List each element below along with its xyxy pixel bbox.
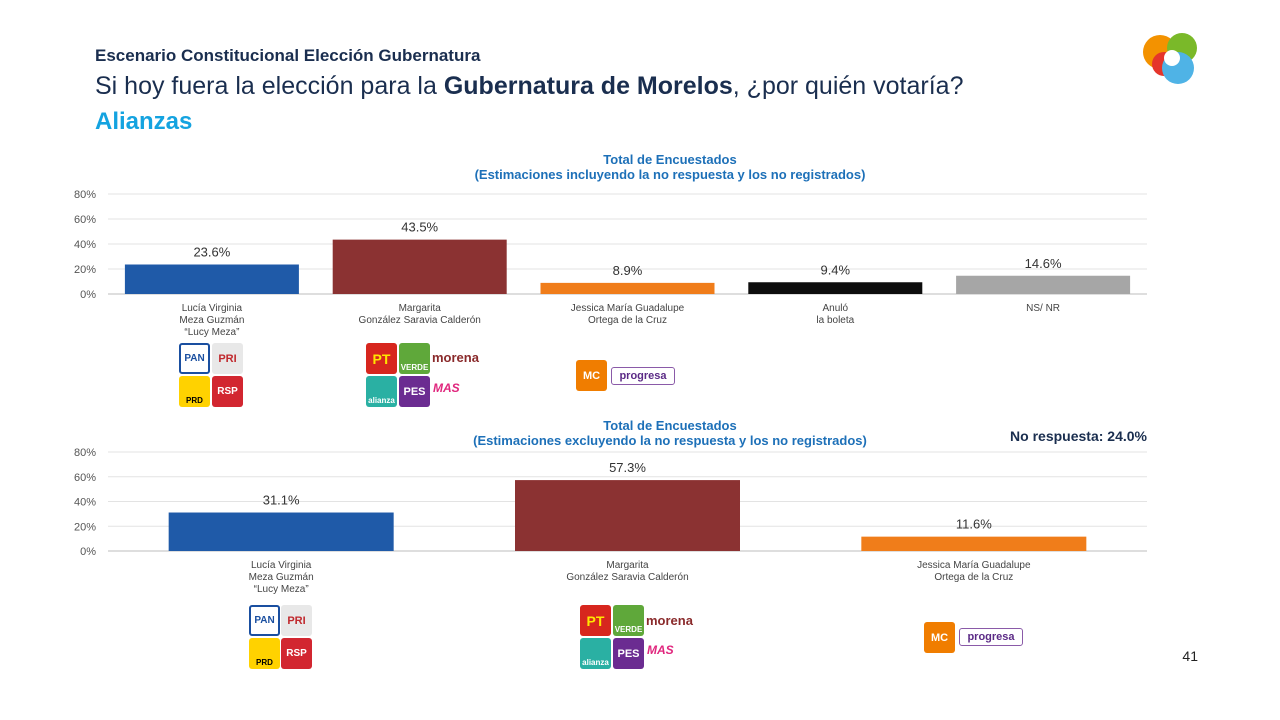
mas-logo-icon: MAS — [433, 381, 460, 395]
question-pre: Si hoy fuera la elección para la — [95, 72, 444, 100]
mc-logo-icon: MC — [576, 360, 607, 391]
bar — [540, 282, 715, 294]
page-number: 41 — [1182, 648, 1198, 664]
bar — [124, 264, 299, 294]
bar — [332, 239, 507, 294]
progresa-logo-icon: progresa — [611, 367, 675, 385]
category-label: González Saravia Calderón — [359, 315, 481, 326]
mc-logo-icon: MC — [924, 622, 955, 653]
y-tick-label: 60% — [74, 214, 96, 226]
data-label: 9.4% — [820, 262, 850, 277]
survey-question: Si hoy fuera la elección para la Guberna… — [95, 72, 963, 101]
category-label: Margarita — [606, 560, 649, 571]
pt-logo-icon: PT — [580, 605, 611, 636]
chart1-title-line1: Total de Encuestados — [603, 152, 737, 167]
bar — [861, 536, 1087, 551]
chart1-title: Total de Encuestados (Estimaciones inclu… — [330, 152, 1010, 182]
bar — [748, 282, 923, 294]
category-label: Lucía Virginia — [251, 560, 312, 571]
pri-logo-icon: PRI — [212, 343, 243, 374]
pri-logo-icon: PRI — [281, 605, 312, 636]
alianza-logo-icon: alianza — [580, 638, 611, 669]
verde-logo-icon: VERDE — [399, 343, 430, 374]
pes-logo-icon: PES — [613, 638, 644, 669]
y-tick-label: 80% — [74, 447, 96, 459]
category-label: Jessica María Guadalupe — [571, 303, 685, 314]
verde-logo-icon: VERDE — [613, 605, 644, 636]
data-label: 11.6% — [956, 517, 992, 532]
y-tick-label: 40% — [74, 497, 96, 509]
data-label: 43.5% — [401, 220, 438, 235]
chart2-title-line2: (Estimaciones excluyendo la no respuesta… — [473, 433, 867, 448]
y-tick-label: 80% — [74, 189, 96, 201]
category-label: Meza Guzmán — [249, 572, 314, 583]
category-label: NS/ NR — [1026, 303, 1060, 314]
morena-logo-icon: morena — [646, 613, 693, 628]
report-subtitle: Escenario Constitucional Elección Gubern… — [95, 46, 481, 65]
category-label: Ortega de la Cruz — [934, 572, 1013, 583]
data-label: 14.6% — [1025, 256, 1062, 271]
bar — [515, 480, 740, 551]
rsp-logo-icon: RSP — [281, 638, 312, 669]
alianza-logo-icon: alianza — [366, 376, 397, 407]
prd-logo-icon: PRD — [179, 376, 210, 407]
pan-logo-icon: PAN — [249, 605, 280, 636]
y-tick-label: 20% — [74, 264, 96, 276]
category-label: la boleta — [816, 315, 854, 326]
pes-logo-icon: PES — [399, 376, 430, 407]
category-label: Lucía Virginia — [182, 303, 243, 314]
chart1-title-line2: (Estimaciones incluyendo la no respuesta… — [474, 167, 866, 182]
y-tick-label: 40% — [74, 239, 96, 251]
pan-logo-icon: PAN — [179, 343, 210, 374]
category-label: Jessica María Guadalupe — [917, 560, 1031, 571]
question-post: , ¿por quién votaría? — [732, 72, 964, 100]
data-label: 23.6% — [193, 245, 230, 260]
category-label: Meza Guzmán — [179, 315, 244, 326]
y-tick-label: 0% — [80, 546, 96, 558]
bar — [168, 512, 394, 551]
morena-logo-icon: morena — [432, 350, 479, 365]
data-label: 31.1% — [263, 493, 300, 508]
rsp-logo-icon: RSP — [212, 376, 243, 407]
section-title: Alianzas — [95, 108, 193, 135]
y-tick-label: 20% — [74, 521, 96, 533]
no-response-note: No respuesta: 24.0% — [1010, 428, 1147, 444]
question-bold: Gubernatura de Morelos — [443, 72, 733, 100]
brand-logo-icon — [1143, 33, 1197, 84]
category-label: “Lucy Meza” — [254, 584, 309, 595]
data-label: 57.3% — [609, 460, 646, 475]
chart2-title: Total de Encuestados (Estimaciones exclu… — [330, 418, 1010, 448]
pt-logo-icon: PT — [366, 343, 397, 374]
y-tick-label: 0% — [80, 289, 96, 301]
y-tick-label: 60% — [74, 472, 96, 484]
category-label: González Saravia Calderón — [566, 572, 688, 583]
prd-logo-icon: PRD — [249, 638, 280, 669]
data-label: 8.9% — [613, 263, 643, 278]
category-label: “Lucy Meza” — [184, 327, 239, 338]
mas-logo-icon: MAS — [647, 643, 674, 657]
category-label: Margarita — [399, 303, 442, 314]
progresa-logo-icon: progresa — [959, 628, 1023, 646]
bar — [956, 275, 1131, 294]
category-label: Ortega de la Cruz — [588, 315, 667, 326]
category-label: Anuló — [823, 303, 849, 314]
chart2-title-line1: Total de Encuestados — [603, 418, 737, 433]
logo-center — [1164, 50, 1180, 66]
